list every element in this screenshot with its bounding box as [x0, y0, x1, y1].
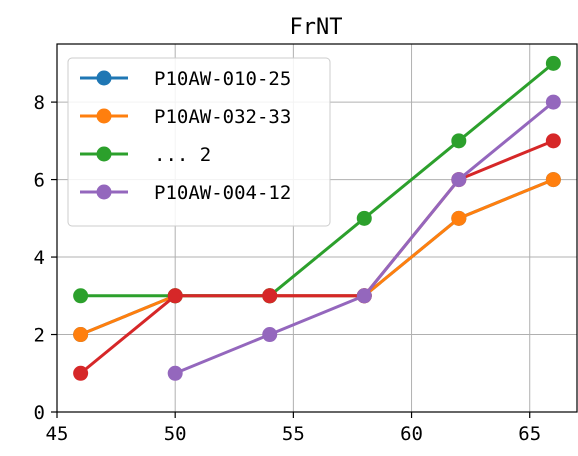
data-point	[451, 210, 467, 226]
axes: 45 50 55 60 65 0 2 4 6 8	[34, 43, 578, 445]
plot-frame	[56, 43, 578, 413]
legend: P10AW-010-25 P10AW-032-33 ... 2 P10AW-004-1…	[67, 57, 331, 227]
data-point	[73, 327, 89, 343]
legend-marker	[96, 70, 112, 86]
legend-label: P10AW-032-33	[154, 106, 291, 128]
data-point	[545, 172, 561, 188]
data-point	[167, 288, 183, 304]
data-point	[356, 210, 372, 226]
y-tick-label: 2	[34, 325, 45, 347]
data-point	[545, 133, 561, 149]
data-point	[262, 327, 278, 343]
data-point	[73, 365, 89, 381]
y-tick-label: 8	[34, 92, 45, 114]
series-line	[79, 139, 554, 375]
x-tick-label: 60	[400, 423, 423, 445]
chart-title: FrNT	[290, 15, 343, 40]
data-point	[73, 288, 89, 304]
legend-entry: P10AW-032-33	[80, 106, 291, 128]
data-point	[167, 365, 183, 381]
x-tick-label: 50	[164, 423, 187, 445]
x-tick-label: 55	[282, 423, 305, 445]
data-point	[545, 94, 561, 110]
series-5	[167, 94, 561, 381]
legend-label: P10AW-010-25	[154, 68, 291, 90]
y-tick-label: 6	[34, 170, 45, 192]
legend-box	[67, 57, 331, 227]
data-point	[451, 133, 467, 149]
legend-entry: ... 2	[80, 144, 211, 166]
y-tick-label: 4	[34, 247, 45, 269]
legend-entry: P10AW-010-25	[80, 68, 291, 90]
data-point	[262, 288, 278, 304]
y-tick-label: 0	[34, 402, 45, 424]
legend-marker	[96, 146, 112, 162]
legend-label: P10AW-004-12	[154, 182, 291, 204]
legend-marker	[96, 108, 112, 124]
data-point	[451, 172, 467, 188]
x-tick-label: 45	[46, 423, 69, 445]
data-point	[356, 288, 372, 304]
legend-marker	[96, 184, 112, 200]
data-point	[545, 55, 561, 71]
x-tick-label: 65	[518, 423, 541, 445]
legend-entry: P10AW-004-12	[80, 182, 291, 204]
legend-label: ... 2	[154, 144, 211, 166]
series-line	[80, 62, 555, 298]
series-layer	[73, 55, 561, 381]
